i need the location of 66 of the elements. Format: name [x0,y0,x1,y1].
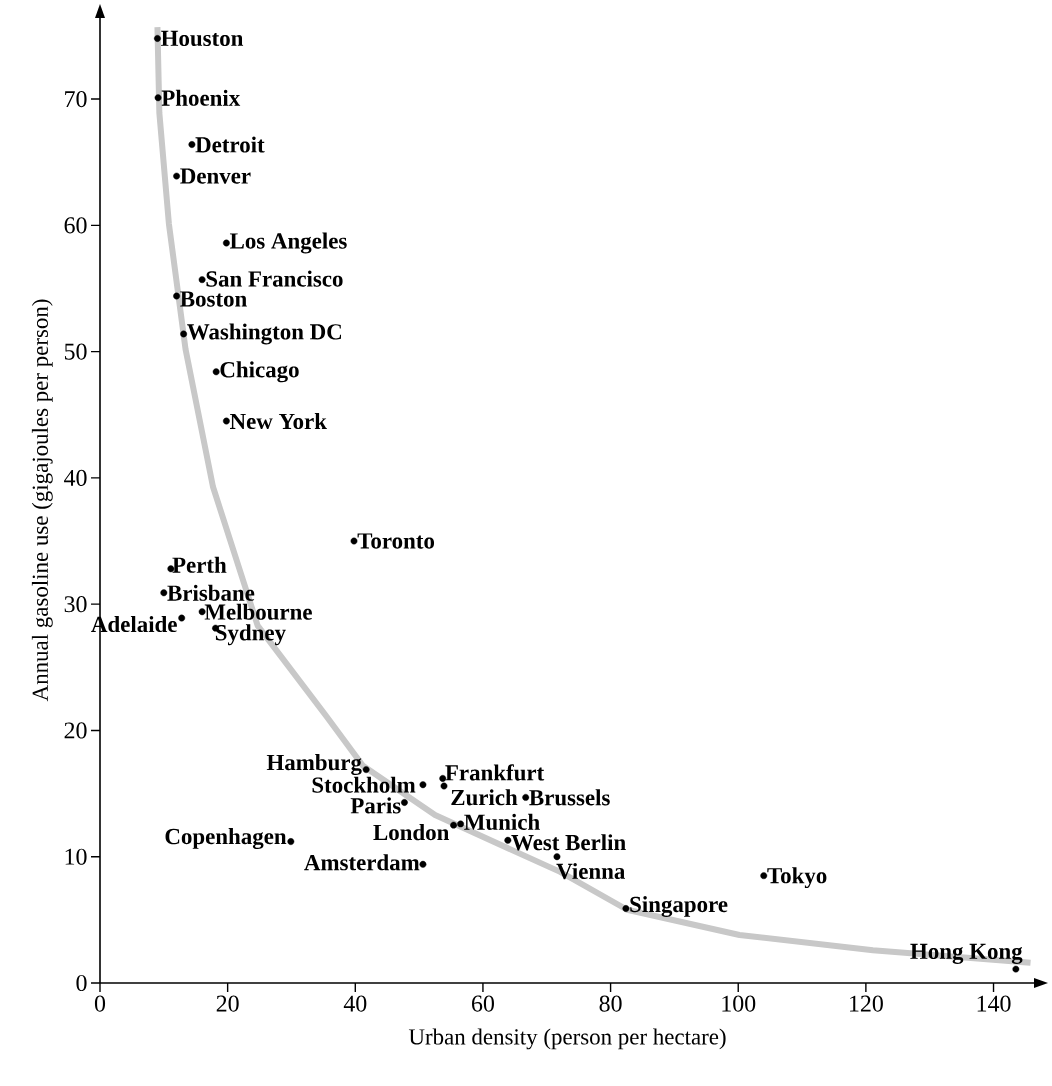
annotation: Los Angeles [229,232,347,254]
annotation: Stockholm [312,776,416,793]
annotation: Copenhagen [165,828,287,850]
point [1012,965,1020,973]
point [173,172,180,180]
annotation: Hamburg [266,754,362,776]
annotation: Phoenix [161,89,241,106]
y-tick-label: 10 [65,848,87,865]
annotation: New York [230,413,327,430]
annotation: Singapore [630,896,728,917]
annotation: Paris [350,797,401,814]
point [440,782,448,790]
annotation: Chicago [220,361,299,383]
y-axis-title: Annual gasoline use (gigajoules per person) [31,299,53,702]
annotation: Zurich [451,789,518,806]
point [154,35,161,42]
point [457,820,464,828]
point [222,239,230,247]
annotation: Melbourne [204,603,312,620]
point [178,614,186,622]
annotation: West Berlin [511,834,626,851]
point [198,276,206,284]
annotation: Sydney [215,624,286,646]
x-tick-label: 60 [472,995,494,1012]
annotation: Perth [172,556,227,573]
x-axis-title: Urban density (person per hectare) [408,1028,726,1050]
x-tick-label: 40 [343,995,367,1012]
x-tick-label: 120 [850,995,883,1012]
point [212,368,220,376]
y-tick-label: 40 [64,469,87,486]
x-tick-label: 0 [94,995,106,1012]
x-tick-label: 100 [722,995,756,1012]
y-tick-label: 70 [65,90,87,108]
annotation: San Francisco [206,270,343,287]
point [362,766,370,773]
point [622,905,630,912]
point [553,853,561,861]
annotation: Denver [180,168,251,184]
annotation: Brussels [529,789,610,806]
annotation: Amsterdam [304,854,420,871]
annotation: Detroit [195,136,265,153]
annotation: Vienna [556,862,625,880]
annotation: Munich [464,813,540,830]
annotation: London [373,824,450,841]
annotation: Toronto [357,533,435,549]
annotation: Tokyo [767,867,827,889]
x-tick-label: 20 [216,995,239,1012]
point [450,821,457,829]
y-tick-label: 20 [64,722,87,739]
y-tick-label: 60 [64,217,87,234]
annotation: Washington DC [187,323,342,345]
annotation: Frankfurt [445,764,545,781]
y-tick-label: 0 [76,974,87,992]
annotation: Boston [180,291,247,307]
point [419,781,427,789]
point [287,838,295,845]
x-tick-label: 80 [599,995,622,1012]
x-tick-label: 140 [977,995,1011,1012]
point [173,292,180,300]
y-tick-label: 30 [64,596,87,613]
annotation: Houston [161,30,244,47]
annotation: Brisbane [167,584,255,601]
point [401,799,408,806]
point [222,417,230,425]
annotation: Hong Kong [910,943,1023,964]
y-tick-label: 50 [64,343,87,360]
